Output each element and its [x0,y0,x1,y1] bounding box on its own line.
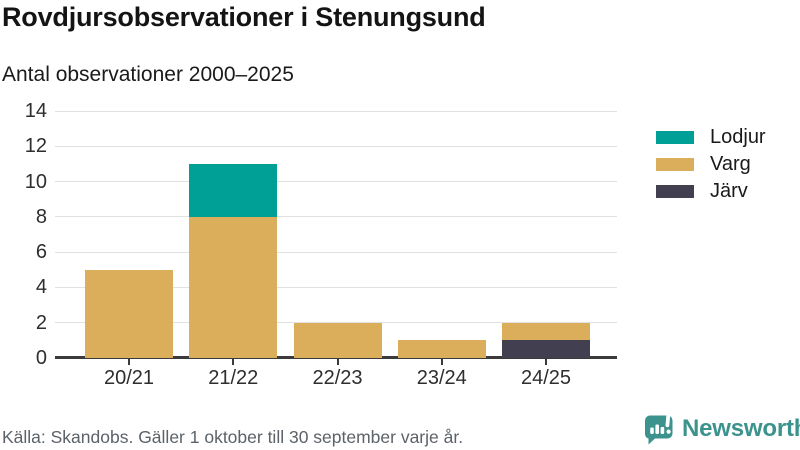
x-tick-label: 22/23 [312,367,363,389]
y-tick-label: 0 [35,347,47,369]
source-note: Källa: Skandobs. Gäller 1 oktober till 3… [2,427,464,447]
gridline [55,110,617,112]
x-tick-label: 24/25 [520,367,572,389]
legend-swatch-varg [656,158,694,171]
bar-segment-varg [189,216,278,358]
x-tick-label: 23/24 [416,367,467,389]
legend-swatch-järv [656,185,694,198]
gridline [55,145,617,147]
x-axis-tick [232,359,235,365]
newsworthy-bubble-chart-icon [644,414,673,445]
legend-label: Varg [710,153,751,175]
gridline [55,251,617,253]
x-axis-tick [336,359,339,365]
gridline [55,181,617,183]
legend-item: Lodjur [656,126,766,148]
y-tick-label: 2 [35,311,47,334]
bar-segment-järv [502,340,590,358]
legend-item: Varg [656,153,766,175]
bar-segment-varg [293,322,382,358]
y-tick-label: 4 [35,276,47,299]
legend-item: Järv [656,180,766,202]
legend-label: Lodjur [710,126,766,148]
y-tick-label: 10 [24,170,47,193]
bar-segment-lodjur [189,163,278,217]
legend: Lodjur Varg Järv [656,126,766,212]
x-tick-label: 20/21 [103,367,155,389]
legend-swatch-lodjur [656,131,694,144]
gridline [55,216,617,218]
x-tick-label: 21/22 [208,367,259,389]
y-tick-label: 14 [24,100,47,122]
newsworthy-logo: Newsworthy [644,413,800,445]
gridline [55,286,617,288]
bar-segment-varg [502,322,590,341]
newsworthy-wordmark: Newsworthy [682,415,800,442]
y-tick-label: 12 [24,135,47,158]
y-tick-label: 8 [35,205,47,228]
bar-segment-varg [397,340,486,358]
x-axis-tick [440,359,443,365]
x-axis-tick [128,359,130,365]
chart-title: Rovdjursobservationer i Stenungsund [2,2,486,32]
chart-subtitle: Antal observationer 2000–2025 [2,63,294,86]
y-tick-label: 6 [35,241,47,264]
x-axis-tick [545,359,547,365]
bar-segment-varg [85,269,173,358]
legend-label: Järv [710,180,748,202]
